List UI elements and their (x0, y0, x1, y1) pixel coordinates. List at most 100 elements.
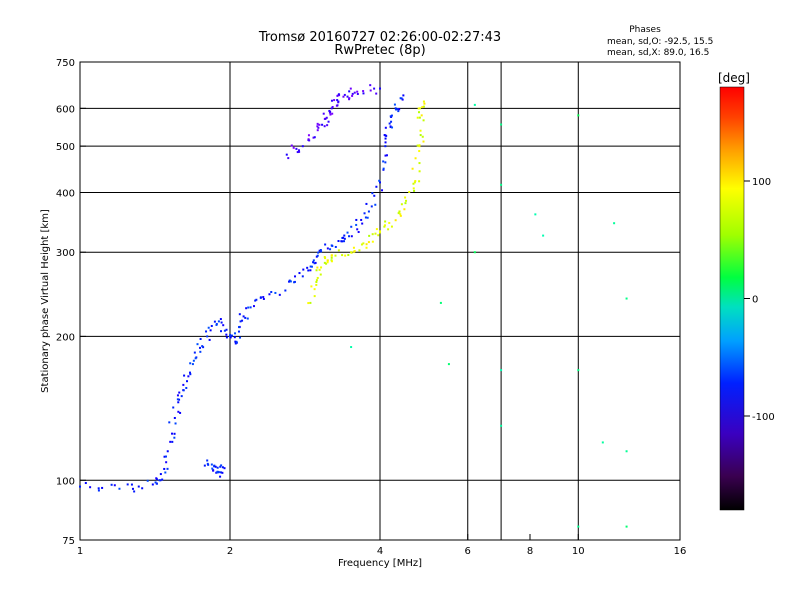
data-point (383, 224, 386, 227)
data-point (377, 234, 380, 237)
data-point (298, 272, 301, 275)
data-point (625, 297, 628, 300)
data-point (577, 114, 580, 117)
data-point (412, 187, 415, 190)
data-point (418, 144, 421, 147)
data-point (414, 157, 417, 160)
data-point (309, 301, 312, 304)
data-point (394, 107, 397, 110)
data-point (298, 150, 301, 153)
data-point (405, 199, 408, 202)
data-point (97, 487, 100, 490)
data-point (419, 107, 422, 110)
data-point (419, 134, 422, 137)
data-point (447, 363, 450, 366)
data-point (361, 222, 364, 225)
data-point (323, 256, 326, 259)
data-point (193, 351, 196, 354)
chart-title: Tromsø 20160727 02:26:00-02:27:43 (258, 30, 501, 45)
data-point (171, 432, 174, 435)
data-point (417, 107, 420, 110)
data-point (307, 302, 310, 305)
data-point (379, 87, 381, 90)
data-point (397, 212, 400, 215)
data-point (348, 98, 351, 101)
data-point (423, 102, 426, 105)
data-point (343, 234, 346, 237)
data-point (270, 290, 273, 293)
data-point (133, 490, 136, 493)
data-point (400, 97, 403, 100)
data-point (164, 471, 167, 474)
data-point (625, 450, 628, 453)
data-point (402, 94, 405, 97)
data-point (368, 234, 371, 237)
data-point (416, 144, 419, 147)
data-point (79, 485, 81, 488)
data-point (374, 203, 377, 206)
data-point (403, 208, 406, 211)
data-point (390, 114, 393, 117)
data-point (398, 108, 401, 111)
data-point (316, 122, 319, 125)
data-point (360, 218, 363, 221)
data-point (163, 455, 166, 458)
data-point (371, 233, 374, 236)
data-point (210, 324, 213, 327)
data-point (241, 319, 244, 322)
y-tick-label: 300 (56, 248, 75, 259)
data-point (285, 153, 288, 156)
data-point (216, 470, 219, 473)
data-point (242, 315, 245, 318)
data-point (225, 336, 228, 339)
data-point (325, 262, 328, 265)
data-point (329, 113, 332, 116)
colorbar-tick-label: -100 (752, 412, 775, 423)
x-tick-label: 8 (527, 546, 533, 557)
data-point (399, 213, 402, 216)
data-point (320, 266, 323, 269)
data-point (173, 436, 176, 439)
data-point (113, 484, 116, 487)
data-point (221, 471, 224, 474)
data-point (252, 305, 255, 308)
data-point (188, 371, 191, 374)
data-point (421, 106, 424, 109)
data-point (419, 129, 422, 132)
data-point (408, 190, 411, 193)
data-point (206, 459, 209, 462)
data-point (209, 329, 212, 332)
data-point (212, 469, 215, 472)
data-point (237, 330, 240, 333)
data-point (220, 464, 223, 467)
data-point (331, 112, 334, 115)
colorbar-tick-label: 100 (752, 177, 771, 188)
data-point (178, 398, 181, 401)
data-point (362, 92, 365, 95)
data-point (324, 243, 327, 246)
data-point (384, 145, 387, 148)
data-point (404, 196, 407, 199)
data-point (347, 253, 350, 256)
data-point (412, 182, 415, 185)
data-point (230, 334, 233, 337)
data-point (473, 103, 476, 106)
data-point (365, 202, 368, 205)
data-point (348, 90, 351, 93)
data-point (439, 301, 442, 304)
phases-o-stats: mean, sd,O: -92.5, 15.5 (607, 37, 713, 47)
data-point (534, 213, 537, 216)
data-point (151, 483, 154, 486)
data-point (418, 180, 421, 183)
data-point (343, 93, 346, 96)
data-point (225, 328, 228, 331)
data-point (327, 120, 330, 123)
data-point (422, 119, 425, 122)
data-point (316, 129, 319, 132)
x-axis-label: Frequency [MHz] (338, 558, 422, 569)
data-point (413, 189, 416, 192)
data-point (293, 281, 296, 284)
data-point (337, 240, 340, 243)
data-point (205, 330, 208, 333)
